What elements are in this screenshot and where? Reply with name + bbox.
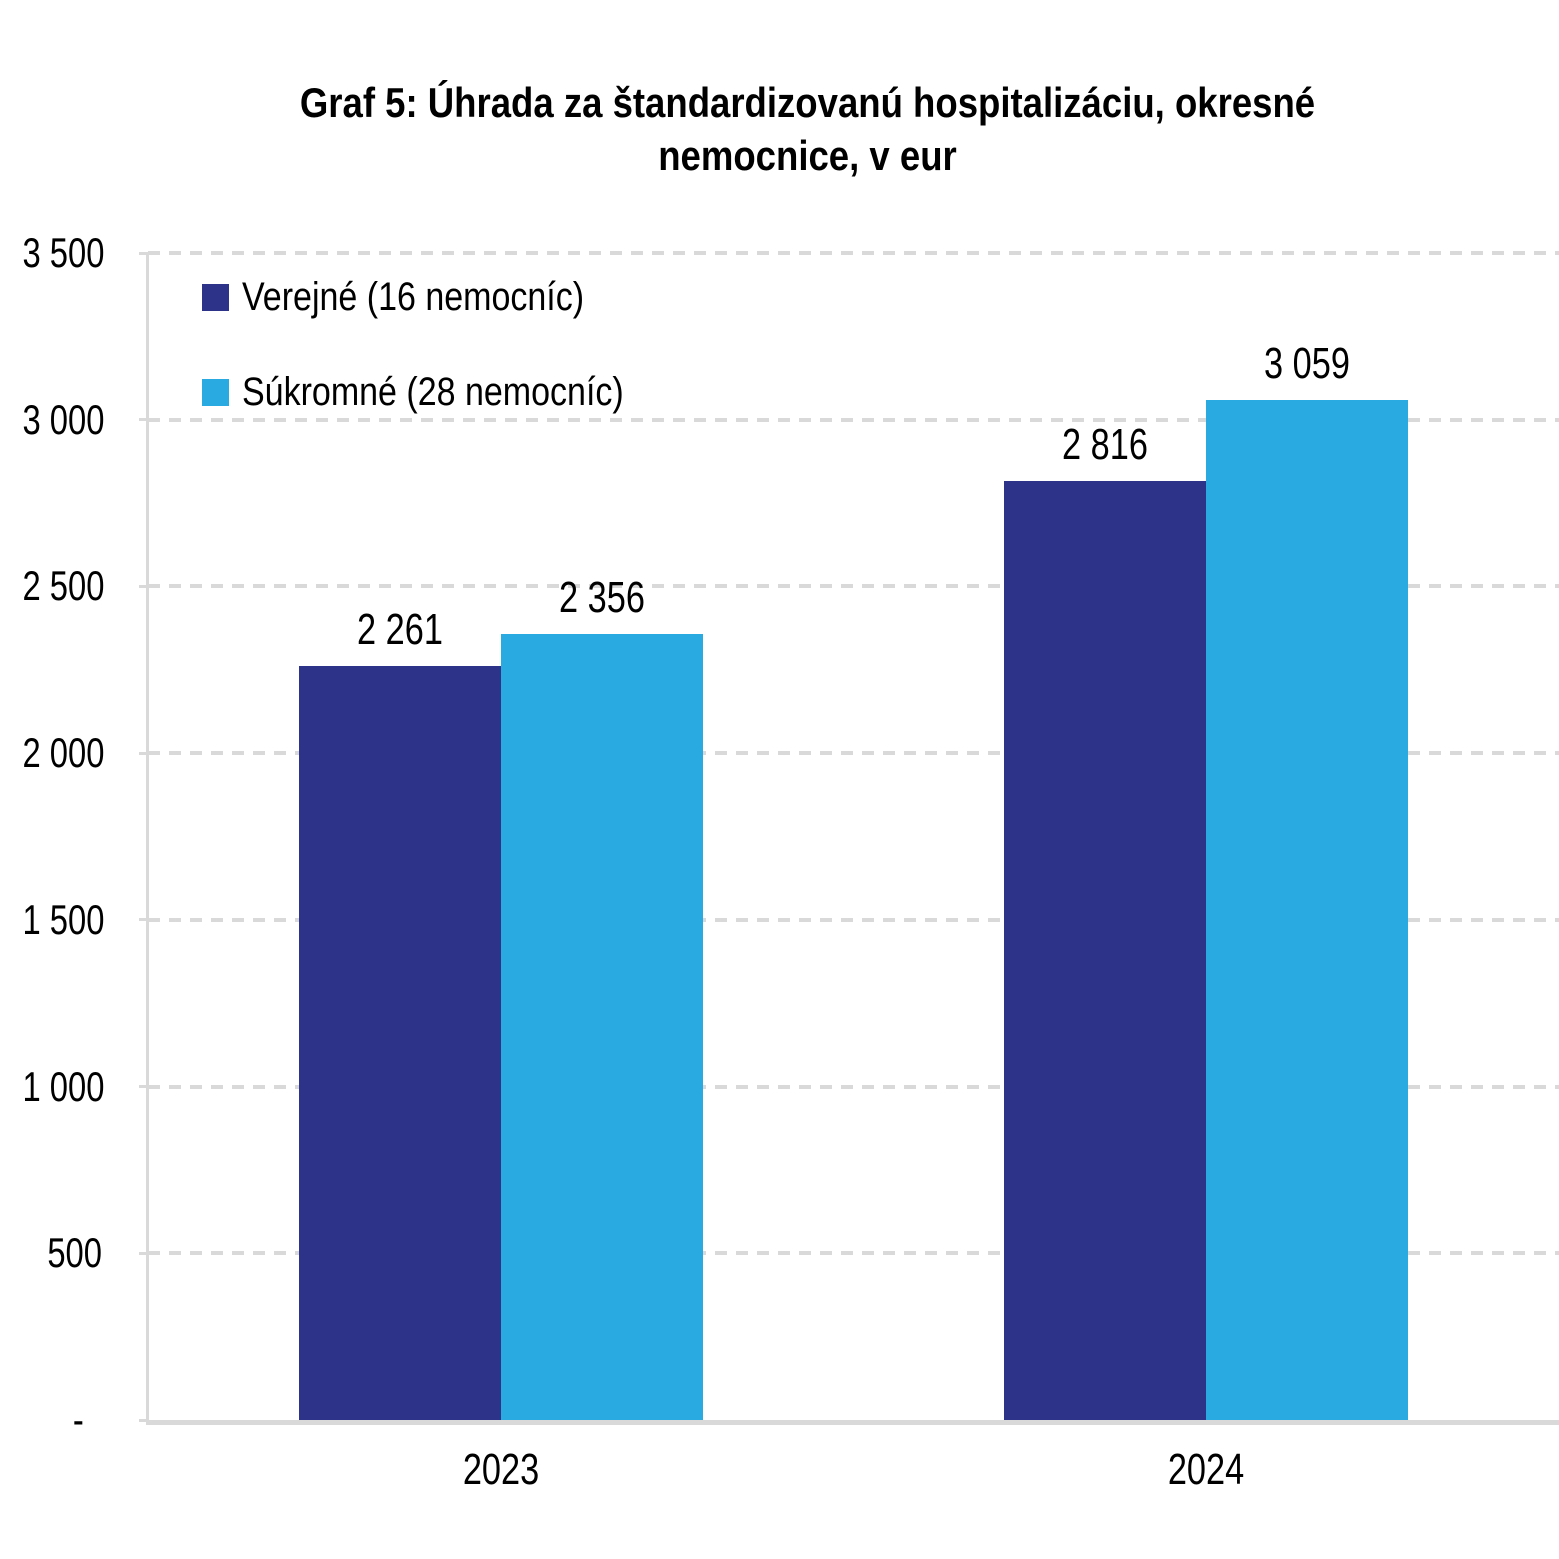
y-axis-tick-2000 [139,751,148,755]
gridline-3000 [148,417,1559,422]
y-axis-tick-0 [139,1418,148,1422]
x-axis-label-2023: 2023 [462,1445,539,1494]
bar-value-label-2024-verejne: 2 816 [1062,420,1149,470]
y-axis-tick-3500 [139,251,148,255]
x-axis-label-2024: 2024 [1168,1445,1245,1494]
y-axis-label-2500: 2 500 [22,562,105,610]
legend-item-verejne: Verejné (16 nemocníc) [202,274,691,320]
gridline-1500 [148,917,1559,922]
x-axis-line [146,1420,1559,1425]
legend: Verejné (16 nemocníc) Súkromné (28 nemoc… [202,274,691,415]
y-axis-tick-1000 [139,1085,148,1089]
chart-title: Graf 5: Úhrada za štandardizovanú hospit… [56,76,1559,182]
bar-2024-sukromne [1206,400,1409,1420]
bar-value-label-2024-sukromne: 3 059 [1264,339,1351,389]
chart-title-line-1: Graf 5: Úhrada za štandardizovanú hospit… [299,79,1316,126]
bar-2023-verejne [298,666,501,1420]
y-axis-label-3500: 3 500 [22,229,105,276]
chart-title-line-2: nemocnice, v eur [658,132,957,179]
gridline-2500 [148,584,1559,589]
bar-2024-verejne [1004,481,1207,1420]
y-axis-label-1000: 1 000 [22,1062,105,1110]
y-axis-tick-3000 [139,418,148,422]
gridline-2000 [148,751,1559,756]
legend-label-verejne: Verejné (16 nemocníc) [242,275,585,319]
y-axis-label-3000: 3 000 [22,395,105,443]
y-axis-tick-1500 [139,918,148,922]
bar-value-label-2023-sukromne: 2 356 [558,573,645,623]
y-axis-label-2000: 2 000 [22,729,105,777]
legend-label-sukromne: Súkromné (28 nemocníc) [242,370,624,414]
y-axis-tick-500 [139,1251,148,1255]
y-axis-label-500: 500 [47,1229,102,1277]
y-axis-label-0: - [72,1396,102,1443]
gridline-1000 [148,1084,1559,1089]
gridline-3500 [148,251,1559,255]
legend-swatch-verejne-icon [202,283,229,311]
legend-item-sukromne: Súkromné (28 nemocníc) [202,369,691,415]
y-axis-line [146,253,149,1424]
bar-value-label-2023-verejne: 2 261 [356,605,443,655]
legend-swatch-sukromne-icon [202,378,229,406]
gridline-500 [148,1251,1559,1256]
y-axis-label-1500: 1 500 [22,895,105,943]
bar-2023-sukromne [500,634,703,1420]
y-axis-tick-2500 [139,584,148,588]
